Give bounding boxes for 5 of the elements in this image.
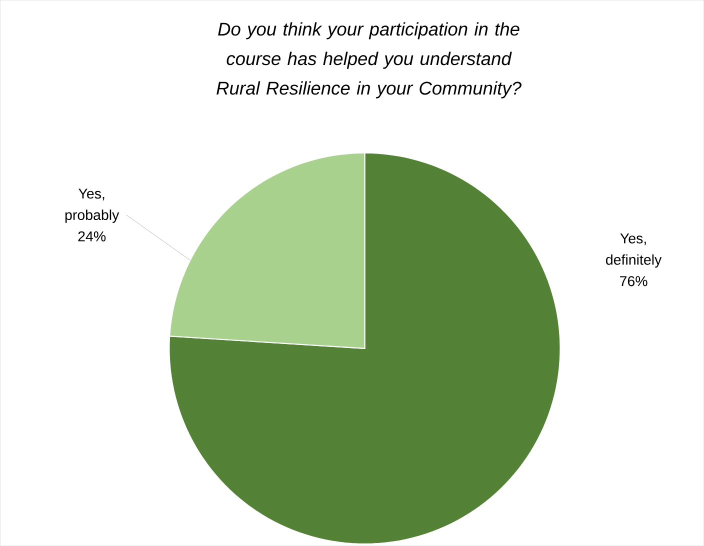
- data-label: 24%: [78, 231, 106, 242]
- slice-label: Yes, probably: [65, 188, 120, 223]
- chart-title: Do you think your participation in the course has helped you understand Rural Resilience in your Community?: [216, 22, 522, 98]
- data-label: 76%: [620, 276, 648, 286]
- slice-label: Yes, definitely: [606, 233, 662, 268]
